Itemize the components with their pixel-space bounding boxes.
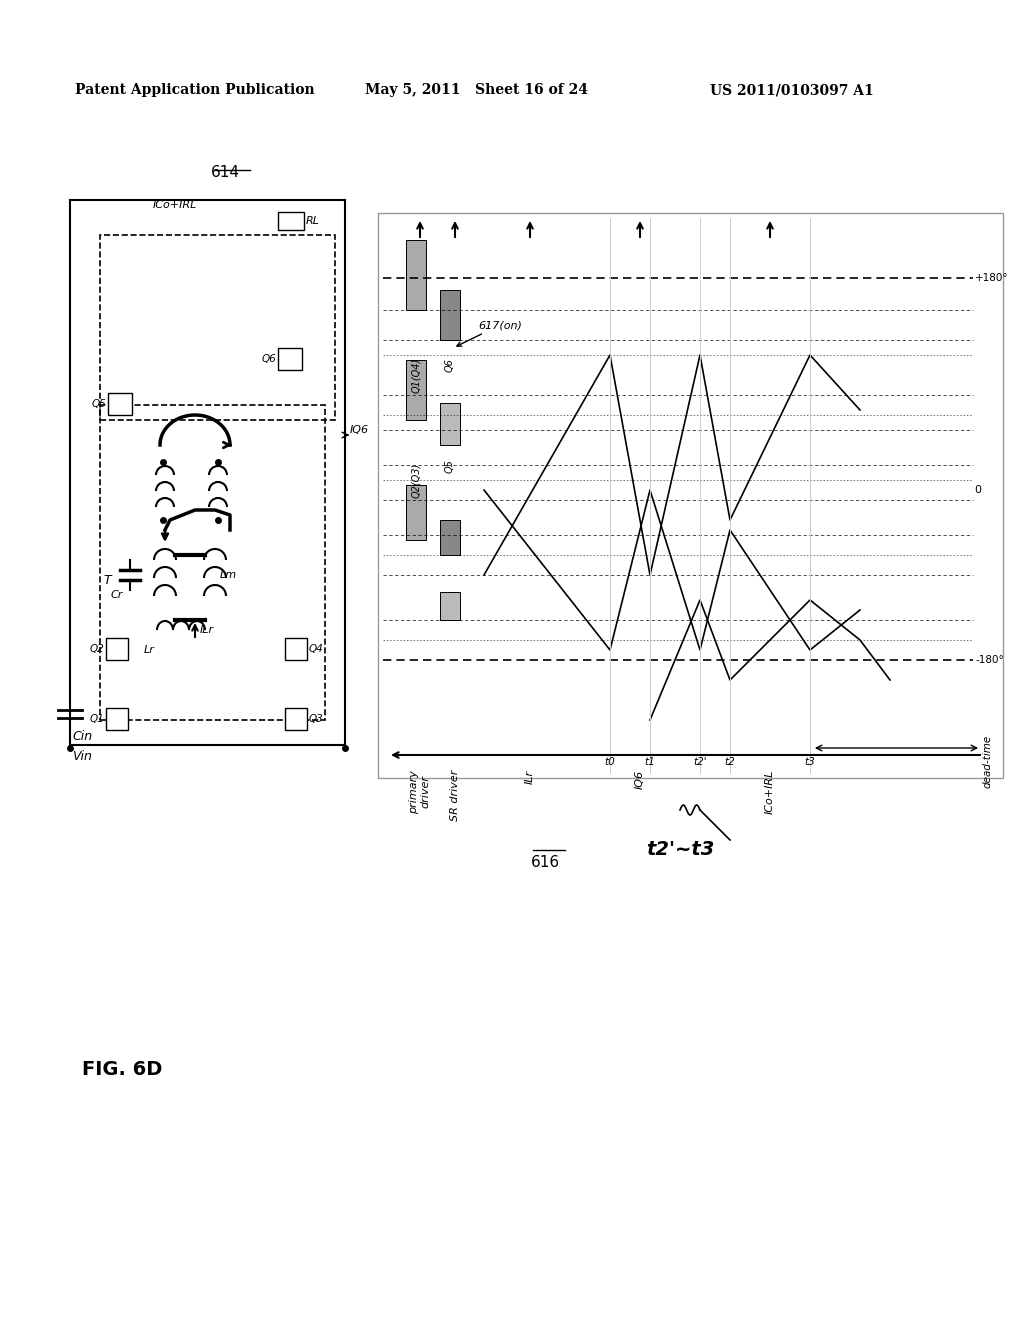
Text: Q5: Q5 — [91, 399, 106, 409]
Text: Q4: Q4 — [309, 644, 324, 653]
Text: ILr: ILr — [525, 770, 535, 784]
Text: -180°: -180° — [975, 655, 1004, 665]
Text: Cin: Cin — [72, 730, 92, 743]
Text: Lm: Lm — [220, 570, 238, 579]
Text: +180°: +180° — [975, 273, 1009, 282]
Bar — [406, 240, 426, 310]
Bar — [108, 393, 132, 414]
Text: Lr: Lr — [144, 645, 155, 655]
Bar — [440, 591, 460, 620]
Text: SR driver: SR driver — [450, 770, 460, 821]
Bar — [106, 708, 128, 730]
Text: Q5: Q5 — [445, 459, 455, 473]
Text: May 5, 2011   Sheet 16 of 24: May 5, 2011 Sheet 16 of 24 — [365, 83, 588, 96]
Text: t2': t2' — [693, 756, 707, 767]
Text: T: T — [103, 573, 111, 586]
Bar — [440, 520, 460, 554]
Text: Q6: Q6 — [261, 354, 276, 364]
Text: Q1(Q4): Q1(Q4) — [411, 358, 421, 392]
Text: IQ6: IQ6 — [350, 425, 369, 436]
Bar — [100, 405, 325, 719]
Text: dead-time: dead-time — [983, 735, 993, 788]
Text: RL: RL — [306, 216, 319, 226]
Text: Q2(Q3): Q2(Q3) — [411, 462, 421, 498]
Bar — [406, 360, 426, 420]
Bar — [278, 213, 304, 230]
Text: Patent Application Publication: Patent Application Publication — [75, 83, 314, 96]
Text: Q1: Q1 — [89, 714, 104, 723]
Bar — [278, 348, 302, 370]
Bar — [440, 403, 460, 445]
Text: t1: t1 — [645, 756, 655, 767]
Bar — [406, 484, 426, 540]
Bar — [100, 235, 335, 420]
Text: Q3: Q3 — [309, 714, 324, 723]
Text: 614: 614 — [211, 165, 240, 180]
Bar — [106, 638, 128, 660]
Text: t2'~t3: t2'~t3 — [646, 840, 714, 859]
Text: IQ6: IQ6 — [635, 770, 645, 789]
Text: US 2011/0103097 A1: US 2011/0103097 A1 — [710, 83, 873, 96]
Text: primary
driver: primary driver — [410, 770, 431, 814]
Text: ICo+IRL: ICo+IRL — [153, 201, 198, 210]
Text: Vin: Vin — [72, 750, 92, 763]
Text: Cr: Cr — [111, 590, 123, 601]
Bar — [285, 708, 307, 730]
Bar — [285, 638, 307, 660]
Text: t3: t3 — [805, 756, 815, 767]
Text: FIG. 6D: FIG. 6D — [82, 1060, 163, 1078]
Text: t2: t2 — [725, 756, 735, 767]
Text: ICo+IRL: ICo+IRL — [765, 770, 775, 814]
Text: t0: t0 — [604, 756, 615, 767]
Text: ILr: ILr — [200, 624, 214, 635]
Text: 617(on): 617(on) — [457, 319, 522, 346]
Text: Q2: Q2 — [89, 644, 104, 653]
Bar — [440, 290, 460, 341]
Bar — [378, 213, 1002, 777]
Text: Q6: Q6 — [445, 358, 455, 372]
Text: 616: 616 — [530, 855, 559, 870]
Text: 0: 0 — [975, 484, 981, 495]
